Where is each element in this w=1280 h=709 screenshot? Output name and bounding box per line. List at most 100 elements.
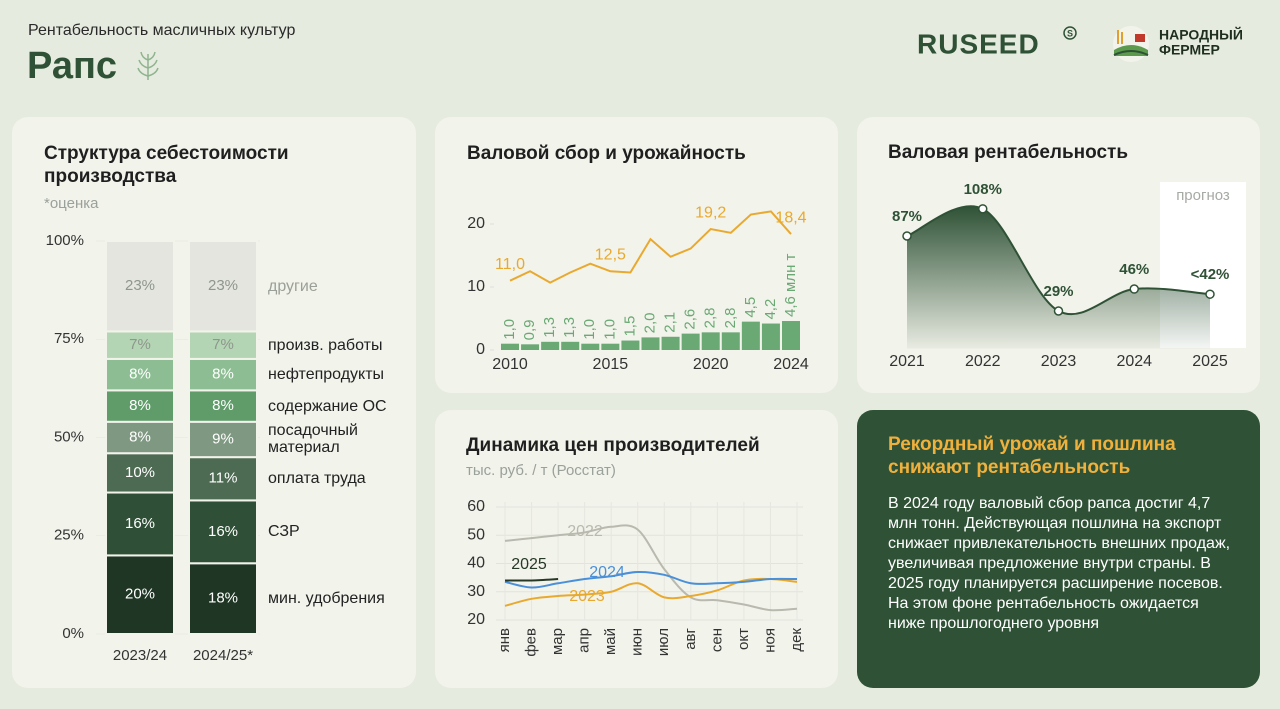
chart-title: Структура себестоимости производства [44, 143, 289, 187]
note-card [857, 410, 1260, 688]
note-body: В 2024 году валовый сбор рапса достиг 4,… [888, 494, 1240, 634]
x-tick-label: авг [682, 627, 699, 649]
bar [621, 340, 640, 350]
data-label: 46% [1119, 261, 1149, 278]
bar [641, 337, 660, 350]
logo-ruseed: RUSEED [917, 28, 1040, 59]
logo-farmer-line-2: ФЕРМЕР [1159, 42, 1220, 58]
legend-label-box: другие [268, 277, 318, 295]
bar [581, 343, 600, 350]
data-label: 2,8 [702, 308, 719, 329]
x-tick-label: янв [496, 628, 513, 652]
point [978, 204, 988, 214]
y-tick-label: 20 [467, 215, 485, 232]
data-label: 23% [208, 277, 238, 294]
x-tick-label: 2022 [965, 353, 1001, 370]
x-tick-label: май [602, 628, 619, 655]
data-label: 0,9 [521, 319, 538, 340]
bar-segment [188, 240, 258, 333]
data-label: 8% [129, 366, 151, 383]
legend-label: посадочный материал [268, 422, 358, 457]
data-label: 1,3 [541, 317, 558, 338]
series-label: 2023 [569, 588, 605, 605]
bar [681, 333, 700, 350]
data-label: 1,5 [621, 316, 638, 337]
data-label: 1,3 [561, 317, 578, 338]
x-tick-label: апр [576, 628, 593, 653]
y-tick-label: 0 [476, 341, 485, 358]
note-paragraph: В 2024 году валовый сбор рапса достиг 4,… [888, 495, 1231, 592]
y-tick-label: 25% [54, 527, 84, 544]
y-tick-label: 0% [62, 625, 84, 642]
data-label: 8% [212, 366, 234, 383]
x-tick-label: 2010 [492, 356, 528, 373]
point [1129, 284, 1139, 294]
x-tick-label: ноя [761, 628, 778, 653]
data-label: 4,2 [762, 299, 779, 320]
x-tick-label: июл [655, 628, 672, 656]
bar-segment [188, 562, 258, 636]
legend-label-box: СЗР [268, 523, 300, 540]
x-tick-label: сен [708, 628, 725, 652]
y-tick-label: 30 [467, 583, 485, 600]
annotation: прогноз [1176, 187, 1230, 204]
data-label: 1,0 [581, 319, 598, 340]
x-tick-label: дек [788, 628, 805, 652]
x-tick-label: 2023 [1041, 353, 1077, 370]
card [435, 117, 838, 393]
legend-label: мин. удобрения [268, 590, 385, 608]
data-label: 29% [1043, 283, 1073, 300]
line [504, 570, 798, 589]
data-label: 7% [212, 336, 234, 353]
bar [721, 332, 740, 350]
legend-label-box: содержание ОС [268, 397, 387, 415]
chart-title: Валовой сбор и урожайность [467, 143, 746, 164]
y-tick-label: 20 [467, 611, 485, 628]
note-paragraph: На этом фоне рентабельность ожидается ни… [888, 595, 1199, 632]
bar [782, 321, 800, 350]
data-label: 9% [212, 430, 234, 447]
x-tick-label: 2021 [889, 353, 925, 370]
card [435, 410, 838, 688]
legend-label: содержание ОС [268, 397, 387, 415]
x-tick-label: июн [629, 628, 646, 656]
chart-title-box: Структура себестоимости производства [44, 143, 289, 187]
bar [521, 344, 540, 350]
bar-segment [188, 456, 258, 502]
data-label: 11,0 [495, 256, 525, 273]
data-label: 16% [125, 515, 155, 532]
line [504, 524, 798, 612]
data-label: 108% [964, 181, 1002, 198]
legend-label-box: оплата труда [268, 470, 366, 488]
series-label: 2022 [567, 523, 603, 540]
bar [561, 341, 580, 350]
y-tick-label: 100% [46, 232, 84, 249]
y-tick-label: 50 [467, 526, 485, 543]
data-label: 2,1 [662, 312, 679, 333]
data-label: 4,5 [742, 297, 759, 318]
bar [601, 343, 620, 350]
data-label: 16% [208, 523, 238, 540]
x-tick-label: мар [549, 628, 566, 655]
legend-label: другие [268, 277, 318, 295]
bar-segment [188, 499, 258, 565]
data-label: 2,0 [641, 313, 658, 334]
legend-label: произв. работы [268, 336, 383, 354]
x-tick-label: 2020 [693, 356, 729, 373]
data-label: 2,6 [682, 309, 699, 330]
y-tick-label: 10 [467, 278, 485, 295]
x-tick-label: окт [735, 628, 752, 650]
data-label: 8% [129, 428, 151, 445]
legend-label: оплата труда [268, 470, 366, 488]
series-label: 2025 [511, 556, 547, 573]
data-label: 4,6 млн т [782, 253, 799, 317]
note-title-box: Рекордный урожай и пошлина снижают рента… [888, 434, 1176, 478]
data-label: <42% [1191, 266, 1230, 283]
bar [701, 332, 720, 350]
legend-label-box: посадочный материал [268, 422, 358, 457]
data-label: 11% [209, 470, 238, 487]
bar [661, 336, 680, 350]
bar [501, 343, 519, 350]
data-label: 18% [208, 590, 238, 607]
